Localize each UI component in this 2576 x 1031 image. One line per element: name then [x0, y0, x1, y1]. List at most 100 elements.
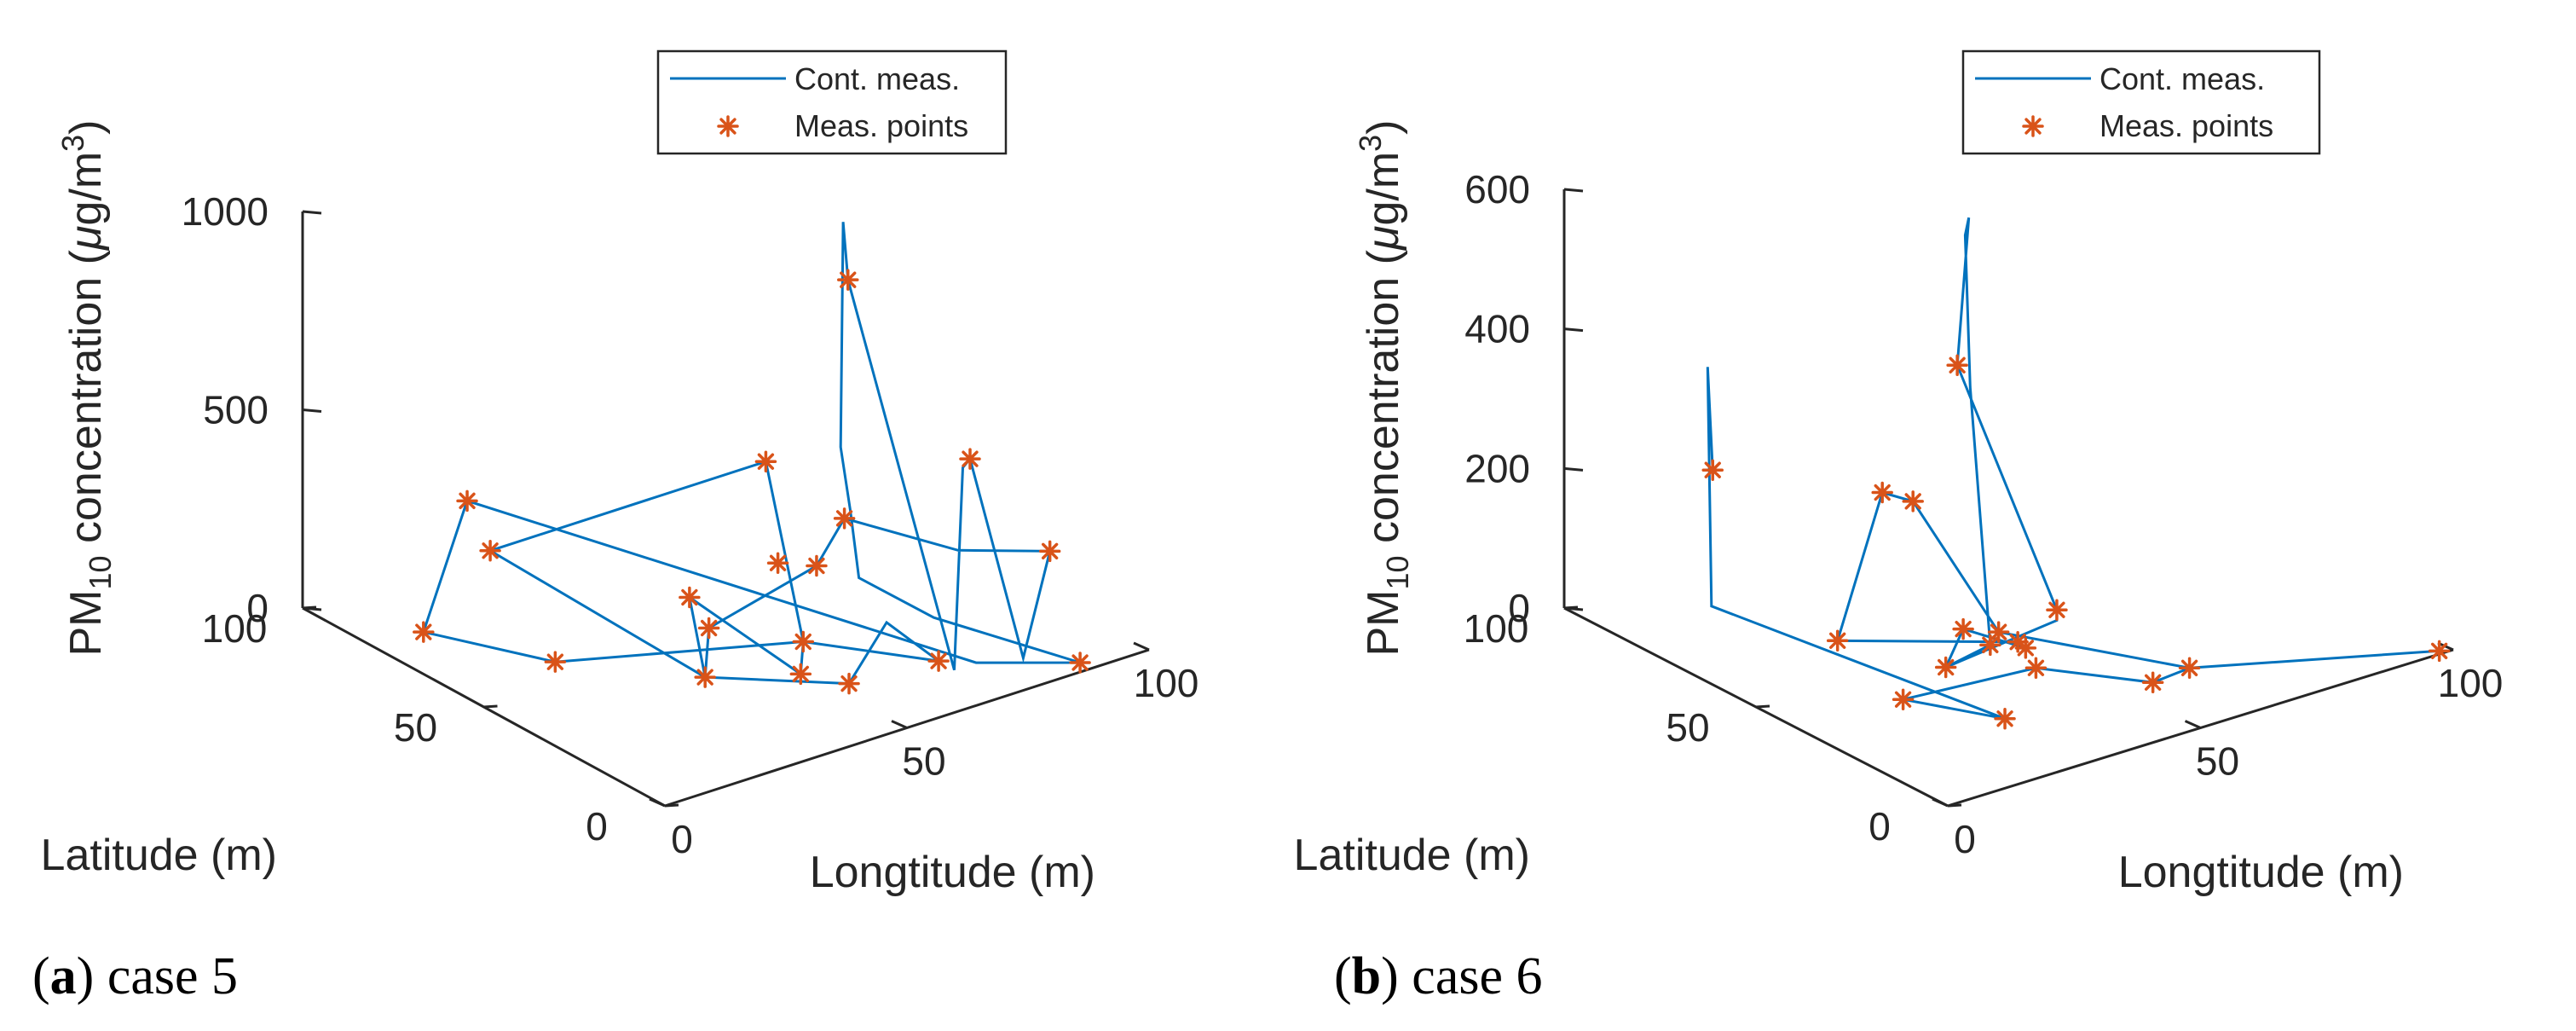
legend-line-label: Cont. meas.: [2099, 61, 2265, 96]
meas-point-stroke: [482, 542, 499, 559]
z-axis-label-part: concentration (: [61, 249, 111, 555]
meas-point-stroke: [459, 492, 476, 509]
meas-point-marker: [413, 621, 435, 643]
meas-point-stroke: [930, 652, 947, 669]
meas-point-stroke: [700, 619, 718, 637]
legend-points-label: Meas. points: [2099, 108, 2273, 143]
meas-point-marker: [2024, 657, 2048, 680]
meas-point-marker: [838, 672, 860, 695]
latitude-tick-label: 100: [202, 606, 268, 651]
z-axis-label-part: 10: [83, 555, 118, 589]
meas-point-stroke: [840, 271, 857, 288]
z-tick-label: 0: [246, 586, 269, 630]
meas-point-marker: [1892, 688, 1915, 710]
z-axis-label-part: ): [1359, 119, 1408, 134]
meas-point-stroke: [757, 453, 775, 470]
z-axis-label-part: concentration (: [1359, 249, 1408, 555]
z-axis-label-part: g/m: [61, 152, 111, 226]
meas-point-stroke: [415, 623, 432, 640]
panel-caption: (b) case 6: [1334, 947, 1542, 1005]
meas-point-marker: [456, 489, 478, 513]
meas-point-marker: [2014, 637, 2037, 659]
latitude-tick-label: 0: [586, 804, 608, 849]
z-axis-label-part: g/m: [1359, 152, 1408, 226]
longitude-axis-label: Longtitude (m): [2118, 848, 2404, 897]
latitude-axis-label: Latitude (m): [1294, 831, 1530, 880]
latitude-axis-label: Latitude (m): [41, 831, 277, 880]
z-axis-label-part: PM: [1359, 590, 1408, 657]
meas-point-stroke: [1041, 542, 1059, 560]
z-axis-label: PM10 concentration (μg/m3): [1353, 119, 1415, 656]
caption-text: case 6: [1412, 947, 1542, 1005]
meas-point-marker: [927, 650, 950, 672]
z-axis-label-part: 3: [55, 135, 90, 152]
meas-point-marker: [2178, 657, 2201, 680]
meas-point-stroke: [2430, 642, 2448, 660]
meas-point-stroke: [962, 450, 979, 467]
meas-point-stroke: [1874, 484, 1891, 501]
meas-point-stroke: [1949, 356, 1966, 374]
latitude-tick: [302, 605, 317, 610]
meas-point-stroke: [1894, 691, 1912, 708]
meas-point-stroke: [2180, 659, 2198, 676]
z-axis-label-part: PM: [61, 590, 111, 657]
meas-point-marker: [1934, 656, 1957, 679]
meas-point-stroke: [681, 588, 698, 606]
meas-point-marker: [792, 630, 815, 653]
z-tick: [302, 408, 322, 413]
legend-box: [656, 49, 1008, 155]
latitude-tick: [1947, 803, 1962, 808]
meas-point-stroke: [835, 510, 853, 527]
meas-point-marker: [754, 450, 777, 472]
meas-point-marker: [1946, 354, 1968, 377]
meas-point-marker: [1871, 481, 1893, 504]
longitude-tick: [2184, 720, 2202, 729]
z-axis-label-part: μ: [1359, 226, 1408, 252]
z-tick-label: 600: [1464, 167, 1530, 211]
meas-point-marker: [679, 586, 701, 609]
latitude-tick: [1755, 704, 1770, 709]
longitude-tick: [649, 797, 666, 808]
latitude-tick-label: 0: [1868, 804, 1891, 849]
longitude-tick-label: 50: [902, 739, 945, 784]
meas-point-marker: [1987, 621, 2010, 643]
meas-point-stroke: [769, 554, 787, 571]
z-axis-label: PM10 concentration (μg/m3): [55, 119, 118, 656]
meas-point-stroke: [696, 669, 713, 686]
latitude-tick-label: 50: [1666, 705, 1709, 750]
z-axis-label-part: 10: [1380, 555, 1415, 589]
meas-point-marker: [697, 617, 720, 640]
longitude-tick-label: 100: [1134, 661, 1199, 705]
meas-point-stroke: [792, 665, 809, 683]
meas-point-stroke: [1990, 623, 2007, 640]
meas-point-stroke: [2017, 640, 2035, 657]
panel-caption: (a) case 5: [32, 947, 238, 1005]
meas-point-marker: [1979, 634, 2001, 657]
z-tick-label: 400: [1464, 307, 1530, 351]
meas-point-marker: [544, 651, 567, 673]
latitude-tick-label: 100: [1464, 606, 1529, 651]
cont-meas-line: [422, 222, 1081, 686]
meas-point-marker: [766, 552, 789, 574]
meas-point-stroke: [808, 557, 825, 575]
cont-meas-line: [1706, 217, 2440, 721]
meas-point-stroke: [2144, 674, 2162, 691]
z-axis-label-part: ): [61, 119, 111, 134]
legend-point-stroke: [719, 118, 736, 135]
caption-text: case 5: [107, 947, 238, 1005]
axes: [1562, 188, 2454, 808]
meas-point-marker: [1952, 617, 1974, 640]
meas-point-marker: [1902, 490, 1924, 513]
meas-point-marker: [837, 269, 859, 291]
meas-point-stroke: [1904, 493, 1921, 510]
z-tick: [1563, 466, 1584, 472]
meas-point-stroke: [1938, 658, 1955, 676]
meas-point-marker: [1701, 459, 1724, 481]
legend: Cont. meas. Meas. points: [656, 49, 1008, 155]
meas-point-marker: [2428, 640, 2451, 663]
longitude-tick: [1133, 641, 1150, 652]
meas-points: [413, 269, 1091, 695]
meas-point-marker: [694, 666, 716, 688]
z-tick-label: 1000: [182, 189, 269, 234]
